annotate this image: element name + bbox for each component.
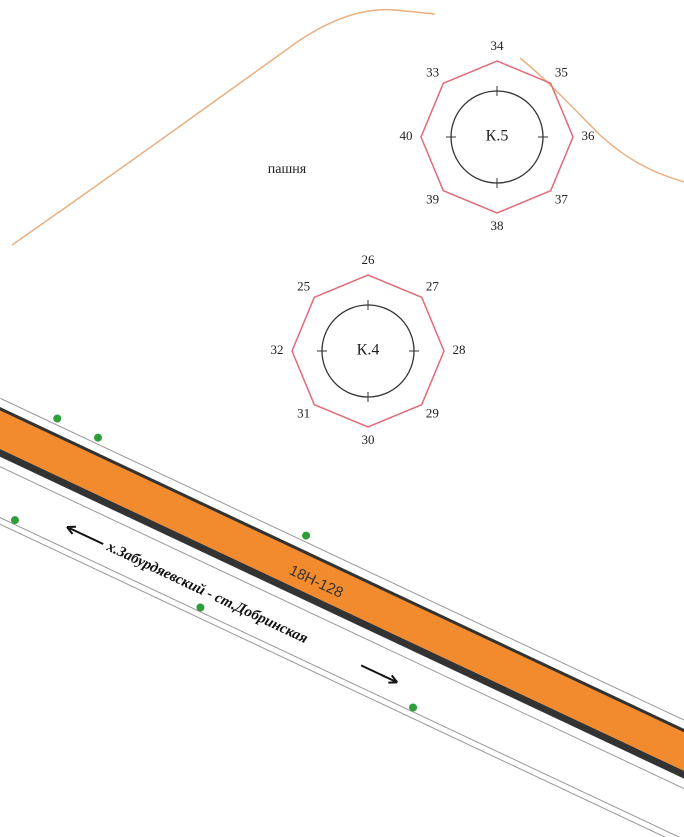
road-edge: [0, 397, 684, 748]
point-number: 36: [582, 128, 596, 143]
point-number: 38: [491, 218, 504, 233]
road-edge: [0, 495, 684, 837]
point-number: 28: [453, 342, 466, 357]
point-number: 35: [555, 64, 568, 79]
field-label: пашня: [268, 162, 307, 177]
point-number: 29: [426, 406, 439, 421]
point-number: 31: [297, 406, 310, 421]
point-number: 25: [297, 278, 310, 293]
road-border: [0, 405, 684, 758]
point-number: 33: [426, 64, 439, 79]
field-boundary: [519, 57, 684, 183]
wells: К.5 33 34 35 36 37 38 39 40 К.4 25 26 27 28 29 30 31 32: [271, 38, 596, 447]
well-label: К.4: [357, 342, 380, 359]
boundary-octagon: [291, 274, 445, 428]
arrow-left: [66, 525, 104, 545]
road-edge: [0, 501, 684, 837]
road: 18Н-128 х.Забурдяевский - ст.Добринская: [0, 397, 684, 837]
well-label: К.5: [486, 128, 509, 145]
trees: [10, 414, 418, 712]
road-border: [0, 440, 684, 796]
point-number: 30: [362, 432, 375, 447]
point-number: 34: [491, 38, 505, 53]
arrow-right: [360, 664, 399, 684]
field-boundary: [11, 8, 436, 246]
road-edge: [0, 454, 684, 805]
boundary-octagon: [420, 60, 574, 214]
point-number: 26: [362, 252, 376, 267]
point-number: 37: [555, 192, 569, 207]
point-number: 39: [426, 192, 439, 207]
point-number: 32: [271, 342, 284, 357]
point-number: 40: [400, 128, 413, 143]
point-number: 27: [426, 278, 440, 293]
road-surface: [0, 407, 684, 790]
